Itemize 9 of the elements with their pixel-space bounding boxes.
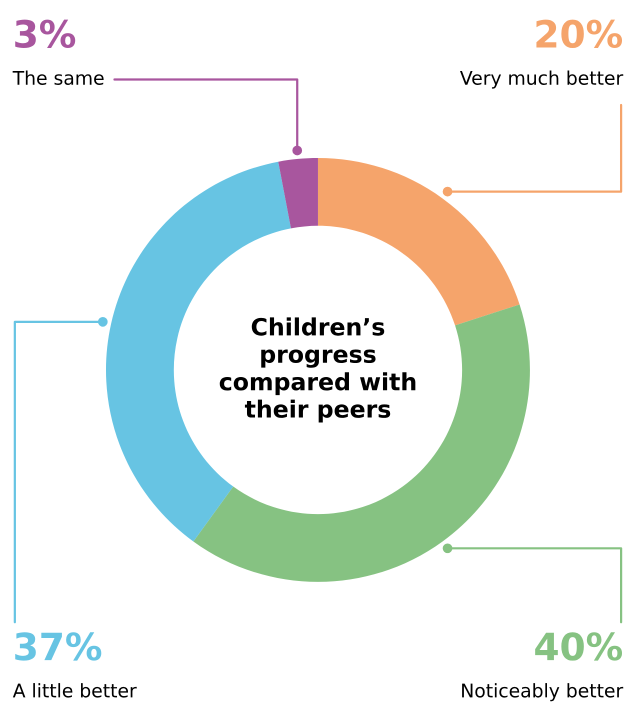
data-label: 40% bbox=[535, 632, 622, 661]
data-label: 37% bbox=[15, 632, 102, 661]
slice-label: A little better bbox=[12, 683, 137, 698]
data-label: 3% bbox=[15, 20, 76, 48]
data-label: 20% bbox=[536, 20, 622, 48]
slice-label: Very much better bbox=[460, 70, 624, 89]
slice-label: The same bbox=[12, 70, 104, 85]
text: Children’s progress compared with their peers bbox=[220, 317, 416, 422]
slice-label: Noticeably better bbox=[462, 683, 624, 702]
